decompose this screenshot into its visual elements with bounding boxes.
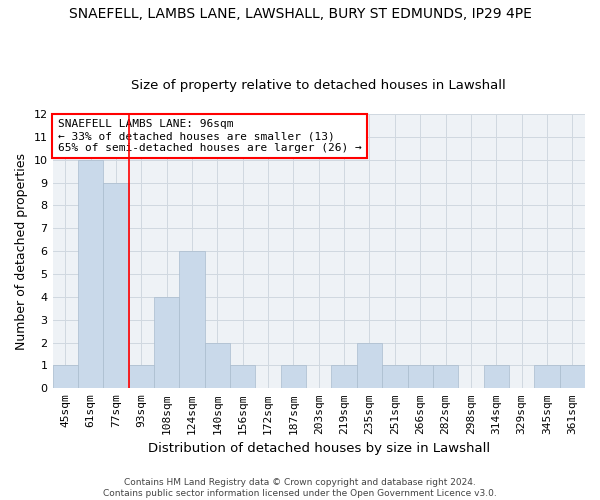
Bar: [433, 366, 458, 388]
Bar: [560, 366, 585, 388]
Y-axis label: Number of detached properties: Number of detached properties: [15, 152, 28, 350]
Text: SNAEFELL, LAMBS LANE, LAWSHALL, BURY ST EDMUNDS, IP29 4PE: SNAEFELL, LAMBS LANE, LAWSHALL, BURY ST …: [68, 8, 532, 22]
Bar: [53, 366, 78, 388]
Bar: [534, 366, 560, 388]
Bar: [230, 366, 256, 388]
Bar: [78, 160, 103, 388]
Bar: [154, 297, 179, 388]
Bar: [407, 366, 433, 388]
Bar: [128, 366, 154, 388]
Text: Contains HM Land Registry data © Crown copyright and database right 2024.
Contai: Contains HM Land Registry data © Crown c…: [103, 478, 497, 498]
X-axis label: Distribution of detached houses by size in Lawshall: Distribution of detached houses by size …: [148, 442, 490, 455]
Bar: [357, 342, 382, 388]
Bar: [179, 251, 205, 388]
Text: SNAEFELL LAMBS LANE: 96sqm
← 33% of detached houses are smaller (13)
65% of semi: SNAEFELL LAMBS LANE: 96sqm ← 33% of deta…: [58, 120, 362, 152]
Bar: [382, 366, 407, 388]
Bar: [205, 342, 230, 388]
Bar: [281, 366, 306, 388]
Bar: [484, 366, 509, 388]
Bar: [103, 182, 128, 388]
Bar: [331, 366, 357, 388]
Title: Size of property relative to detached houses in Lawshall: Size of property relative to detached ho…: [131, 79, 506, 92]
